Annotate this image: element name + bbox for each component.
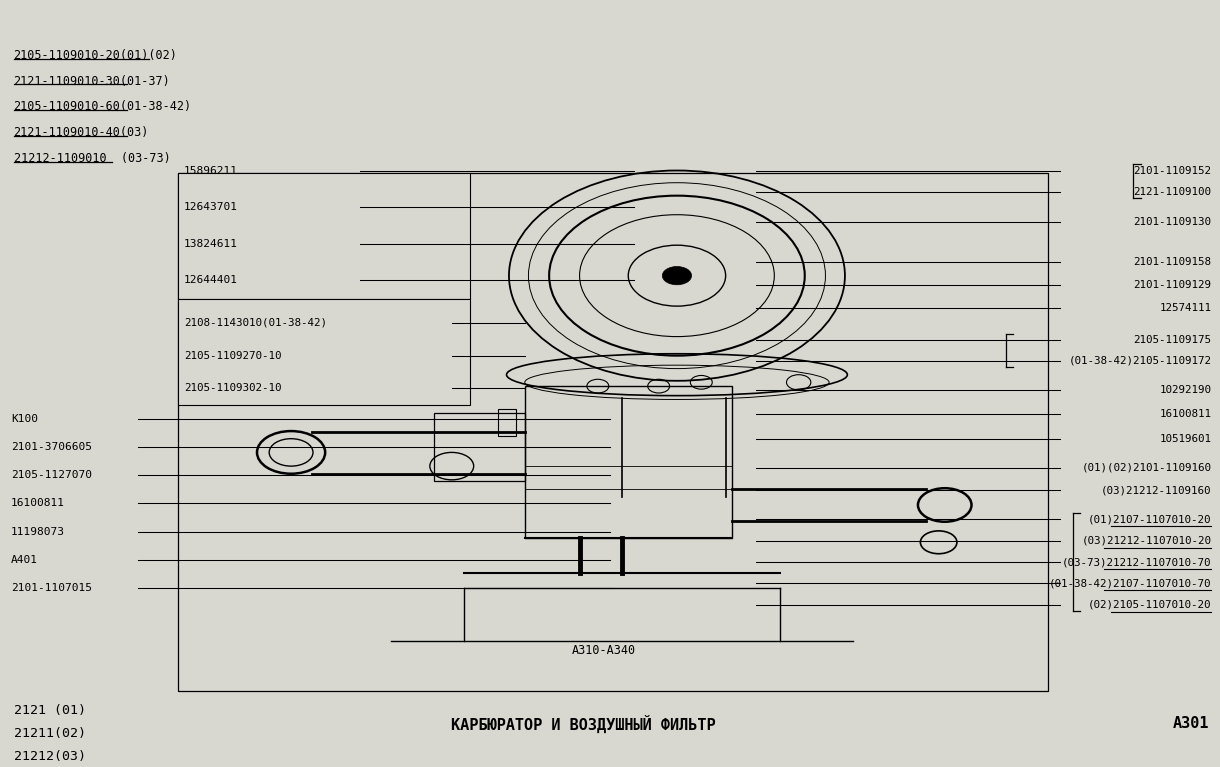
Text: А301: А301 (1172, 716, 1209, 731)
Text: 2121-1109100: 2121-1109100 (1133, 187, 1211, 197)
Text: 15896211: 15896211 (184, 166, 238, 176)
Text: (01)(02)2101-1109160: (01)(02)2101-1109160 (1081, 463, 1211, 472)
Text: А310-А340: А310-А340 (572, 644, 636, 657)
Bar (525, 386, 732, 538)
Text: 2105-1109270-10: 2105-1109270-10 (184, 351, 282, 360)
Text: 2108-1143010(01-38-42): 2108-1143010(01-38-42) (184, 318, 327, 328)
Text: (01)2107-1107010-20: (01)2107-1107010-20 (1088, 515, 1211, 525)
Text: 16100811: 16100811 (1159, 410, 1211, 420)
Text: 2105-1127070: 2105-1127070 (11, 470, 93, 480)
Text: 2121-1109010-30(01-37): 2121-1109010-30(01-37) (13, 74, 171, 87)
Text: (01-38-42)2107-1107010-70: (01-38-42)2107-1107010-70 (1049, 578, 1211, 588)
Text: 2101-1107015: 2101-1107015 (11, 583, 93, 593)
Text: 2101-1109152: 2101-1109152 (1133, 166, 1211, 176)
Text: 16100811: 16100811 (11, 499, 65, 509)
Text: 12574111: 12574111 (1159, 303, 1211, 313)
Text: 12643701: 12643701 (184, 202, 238, 212)
Text: (03)21212-1107010-20: (03)21212-1107010-20 (1081, 536, 1211, 546)
Text: 13824611: 13824611 (184, 239, 238, 249)
Text: 21212-1109010  (03-73): 21212-1109010 (03-73) (13, 152, 171, 165)
Text: (03)21212-1109160: (03)21212-1109160 (1100, 486, 1211, 495)
Text: (02)2105-1107010-20: (02)2105-1107010-20 (1088, 600, 1211, 610)
Text: КАРБЮРАТОР И ВОЗДУШНЫЙ ФИЛЬТР: КАРБЮРАТОР И ВОЗДУШНЫЙ ФИЛЬТР (451, 715, 716, 732)
Text: 2105-1109010-60(01-38-42): 2105-1109010-60(01-38-42) (13, 100, 192, 114)
Text: 2101-3706605: 2101-3706605 (11, 442, 93, 452)
Text: А401: А401 (11, 555, 38, 565)
Text: 2105-1109010-20(01)(02): 2105-1109010-20(01)(02) (13, 48, 177, 61)
Text: 2121 (01): 2121 (01) (13, 704, 85, 717)
Text: 2105-1109302-10: 2105-1109302-10 (184, 384, 282, 393)
Bar (178, 173, 1048, 691)
Text: 11198073: 11198073 (11, 527, 65, 537)
Bar (498, 409, 516, 436)
Bar (178, 173, 470, 298)
Text: 2121-1109010-40(03): 2121-1109010-40(03) (13, 127, 149, 140)
Text: 10519601: 10519601 (1159, 433, 1211, 443)
Text: К100: К100 (11, 414, 38, 424)
Text: 2101-1109158: 2101-1109158 (1133, 257, 1211, 267)
Text: 2105-1109175: 2105-1109175 (1133, 334, 1211, 344)
Text: 10292190: 10292190 (1159, 385, 1211, 395)
Bar (433, 413, 525, 482)
Text: 2101-1109130: 2101-1109130 (1133, 217, 1211, 227)
Text: 2101-1109129: 2101-1109129 (1133, 280, 1211, 290)
Text: 12644401: 12644401 (184, 275, 238, 285)
Circle shape (662, 266, 692, 285)
Text: (01-38-42)2105-1109172: (01-38-42)2105-1109172 (1069, 356, 1211, 366)
Text: 21211(02): 21211(02) (13, 726, 85, 739)
Text: 21212(03): 21212(03) (13, 749, 85, 762)
Bar (178, 298, 470, 405)
Text: (03-73)21212-1107010-70: (03-73)21212-1107010-70 (1061, 557, 1211, 567)
